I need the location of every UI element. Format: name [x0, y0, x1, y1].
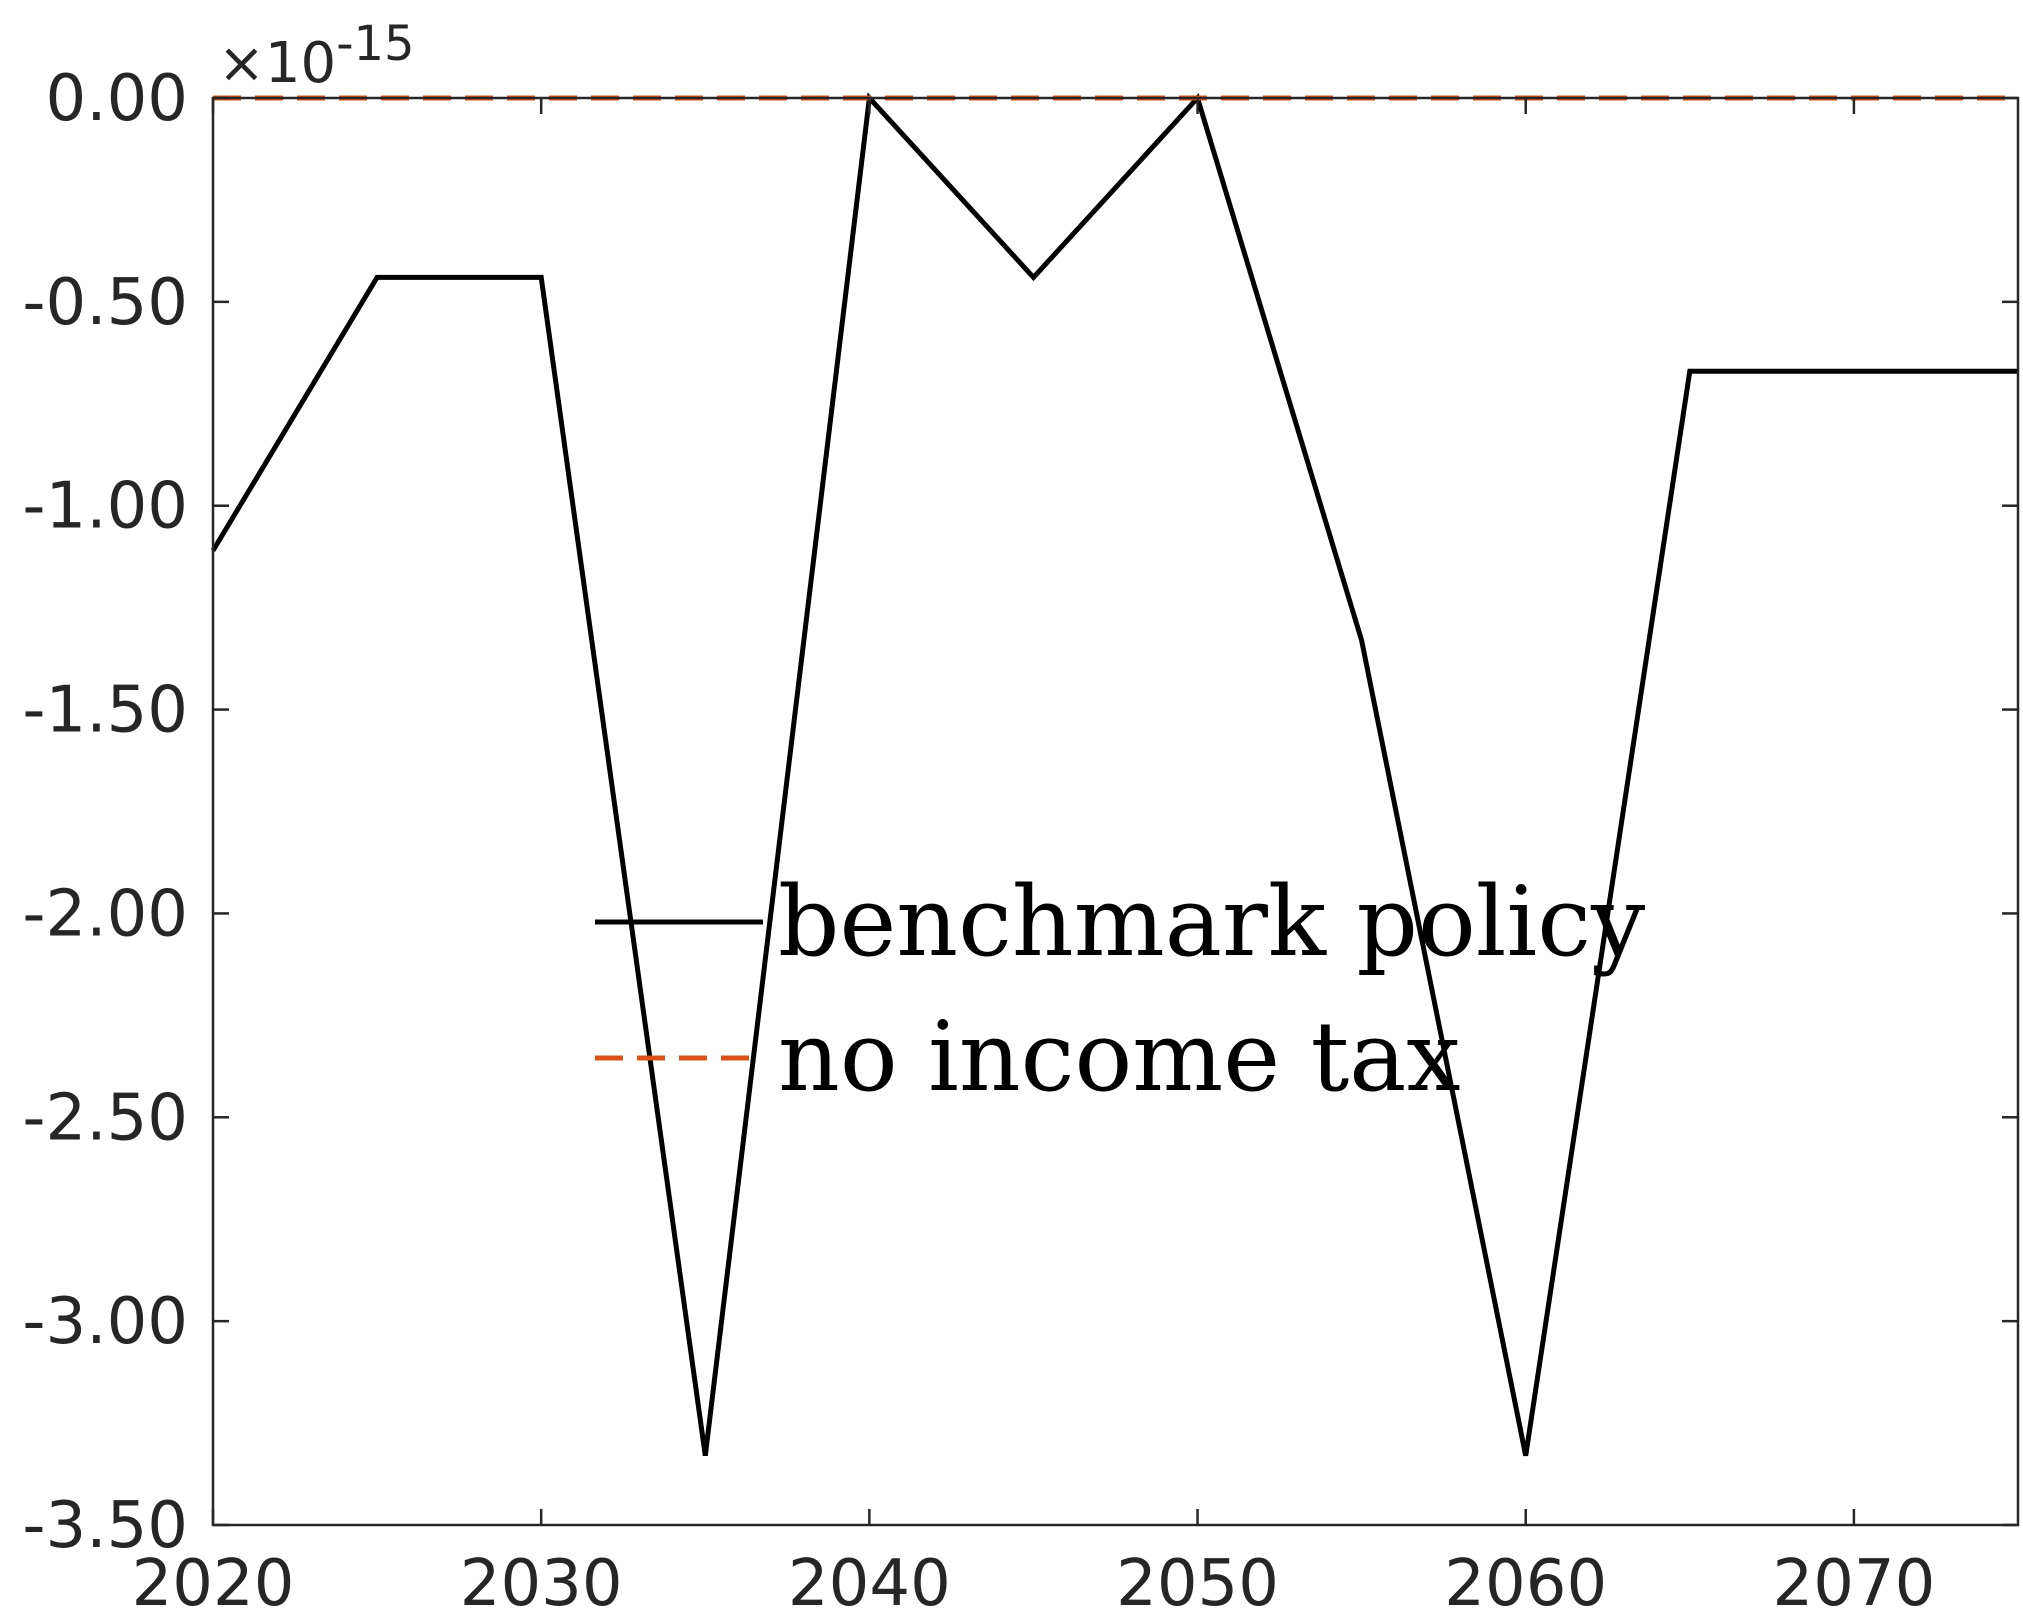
- x-tick-label: 2020: [132, 1547, 295, 1621]
- x-tick-label: 2060: [1444, 1547, 1607, 1621]
- y-tick-label: -2.00: [22, 877, 188, 951]
- legend: benchmark policy no income tax: [595, 866, 1645, 1113]
- y-tick-label: -3.50: [22, 1489, 188, 1563]
- axes-box: [211, 96, 2020, 1527]
- series-line-benchmark-policy: [210, 92, 2018, 1457]
- y-tick-label: -0.50: [22, 266, 188, 340]
- ticks-layer: 2020 2030 2040 2050 2060 2070 0.00 -0.50 -1.00 -1…: [22, 62, 2018, 1621]
- x-tick-label: 2030: [460, 1547, 623, 1621]
- y-exponent-prefix: ×10: [218, 31, 336, 96]
- y-exponent-label: ×10-15: [218, 16, 415, 96]
- y-tick-label: 0.00: [46, 62, 189, 136]
- y-tick-label: -3.00: [22, 1285, 188, 1359]
- plot-area: [213, 98, 2018, 1525]
- y-tick-label: -1.00: [22, 470, 188, 544]
- y-tick-label: -1.50: [22, 674, 188, 748]
- y-exponent-power: -15: [336, 16, 414, 72]
- x-tick-label: 2050: [1116, 1547, 1279, 1621]
- legend-label-no-income-tax: no income tax: [778, 1001, 1461, 1113]
- axes-layer: [211, 96, 2020, 1527]
- x-tick-label: 2070: [1772, 1547, 1935, 1621]
- x-tick-label: 2040: [788, 1547, 951, 1621]
- legend-label-benchmark-policy: benchmark policy: [778, 866, 1645, 978]
- y-tick-label: -2.50: [22, 1081, 188, 1155]
